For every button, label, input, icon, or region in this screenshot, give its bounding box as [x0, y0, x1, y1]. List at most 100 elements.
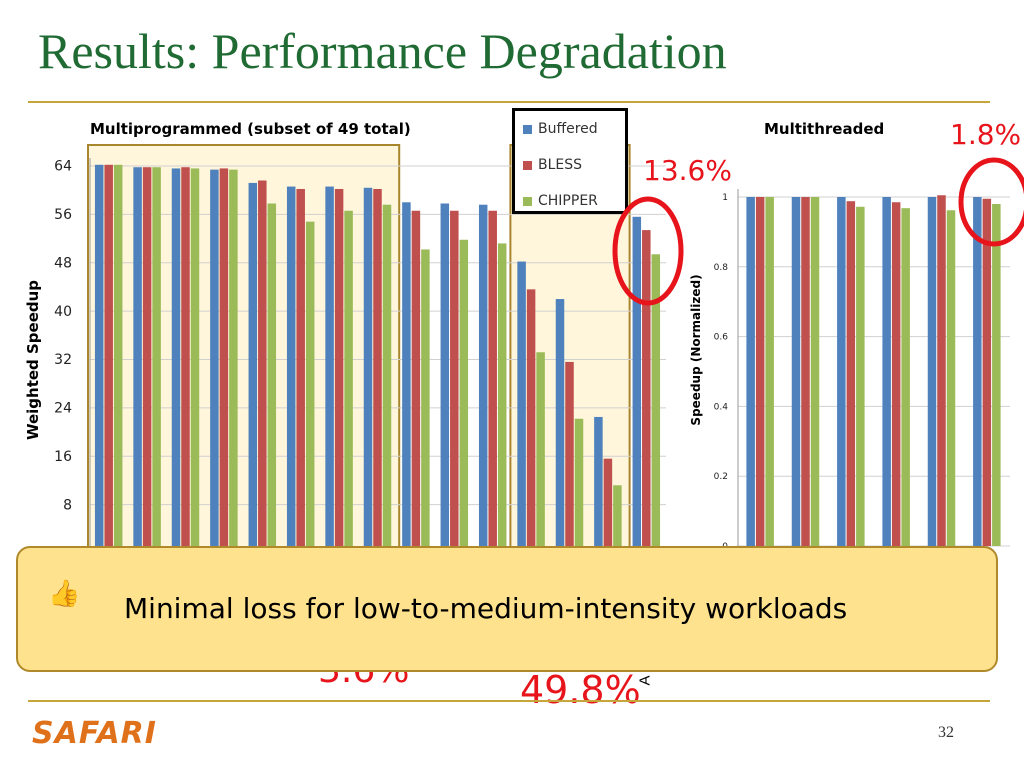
mt-bar-chipper-1 — [810, 197, 820, 546]
mp-bar-buffered-14 — [632, 216, 642, 553]
mt-bar-chipper-2 — [856, 206, 865, 546]
mp-bar-buffered-3 — [210, 169, 219, 554]
mp-bar-bless-1 — [142, 167, 152, 553]
mp-bar-bless-14 — [642, 230, 651, 554]
mp-bar-chipper-0 — [113, 164, 123, 553]
mp-bar-buffered-8 — [402, 202, 411, 553]
mp-bar-bless-5 — [296, 188, 305, 553]
mp-y-tick-label: 24 — [54, 401, 72, 417]
mp-bar-chipper-9 — [459, 239, 469, 553]
legend-label-chipper: CHIPPER — [538, 193, 598, 209]
mt-y-tick-label: 0.8 — [714, 263, 729, 273]
mp-bar-chipper-6 — [344, 210, 353, 553]
mp-bar-chipper-1 — [152, 167, 161, 553]
mt-bar-bless-0 — [755, 197, 765, 546]
mt-bar-buffered-5 — [973, 197, 982, 546]
mp-bar-buffered-5 — [286, 186, 296, 553]
mt-bar-chipper-3 — [901, 208, 910, 546]
mp-chart-title: Multiprogrammed (subset of 49 total) — [90, 120, 411, 138]
mp-bar-chipper-5 — [305, 221, 315, 553]
mt-bar-buffered-0 — [746, 197, 755, 546]
mp-y-tick-label: 8 — [63, 497, 72, 513]
legend-item-chipper: CHIPPER — [523, 191, 598, 211]
mt-bar-buffered-4 — [927, 197, 937, 546]
high-intensity-percent: 49.8% — [520, 668, 641, 712]
legend-swatch-bless — [523, 160, 532, 170]
mp-bar-buffered-6 — [325, 186, 334, 553]
mp-bar-buffered-2 — [171, 168, 181, 553]
mt-y-tick-label: 0.4 — [714, 402, 729, 412]
mt-bar-chipper-4 — [946, 210, 956, 546]
mp-bar-chipper-7 — [382, 204, 392, 553]
mp-bar-bless-0 — [104, 164, 113, 553]
mp-bar-bless-2 — [181, 167, 190, 553]
mp-bar-chipper-13 — [613, 485, 622, 553]
mt-bar-bless-3 — [891, 202, 901, 547]
mt-bar-bless-1 — [801, 197, 810, 546]
mt-bar-bless-2 — [846, 201, 856, 547]
chart-legend: Buffered BLESS CHIPPER — [512, 108, 628, 214]
mp-y-tick-label: 40 — [54, 304, 72, 320]
mt-y-tick-label: 0.6 — [714, 333, 729, 343]
mp-y-tick-label: 64 — [54, 159, 72, 175]
mp-bar-buffered-4 — [248, 182, 258, 553]
mt-circle — [958, 157, 1024, 247]
mp-bar-bless-6 — [334, 188, 344, 553]
title-divider — [28, 101, 990, 103]
mp-bar-bless-3 — [219, 168, 229, 553]
mp-y-axis-label: Weighted Speedup — [24, 280, 42, 440]
footer-divider — [28, 700, 990, 702]
mt-bar-chipper-5 — [992, 203, 1001, 547]
mp-bar-buffered-9 — [440, 203, 450, 553]
mp-bar-buffered-7 — [363, 187, 373, 554]
thumbs-up-icon: 👍 — [48, 578, 81, 608]
mp-average-percent: 13.6% — [643, 154, 732, 187]
mt-y-tick-label: 1 — [722, 193, 728, 203]
legend-swatch-buffered — [523, 124, 532, 134]
slide-title: Results: Performance Degradation — [38, 23, 727, 79]
mp-bar-chipper-2 — [190, 168, 200, 553]
mp-bar-bless-7 — [373, 188, 382, 553]
mt-bar-bless-4 — [937, 195, 946, 546]
mp-bar-bless-11 — [526, 289, 536, 553]
mt-bar-bless-5 — [982, 198, 992, 546]
mp-bar-bless-4 — [258, 180, 267, 553]
mp-bar-chipper-14 — [651, 254, 661, 554]
mp-bar-buffered-11 — [517, 261, 526, 553]
mp-bar-chipper-11 — [536, 352, 545, 553]
mt-bar-chipper-0 — [765, 197, 774, 546]
mp-bar-chipper-12 — [574, 418, 584, 553]
mp-bar-chipper-3 — [229, 169, 238, 554]
mp-bar-bless-9 — [450, 210, 459, 553]
mp-bar-buffered-1 — [133, 167, 142, 553]
mp-bar-buffered-12 — [555, 299, 565, 553]
mp-bar-bless-12 — [565, 361, 574, 553]
mp-bar-buffered-13 — [594, 416, 603, 553]
legend-item-buffered: Buffered — [523, 119, 598, 139]
page-number: 32 — [938, 724, 954, 741]
mp-bar-buffered-0 — [94, 164, 104, 553]
cropped-axis-label: A — [636, 675, 654, 686]
legend-label-buffered: Buffered — [538, 121, 598, 137]
mp-bar-chipper-4 — [267, 203, 277, 553]
mt-bar-buffered-1 — [791, 197, 801, 546]
mp-bar-bless-13 — [603, 458, 613, 553]
callout-text: Minimal loss for low-to-medium-intensity… — [124, 592, 848, 625]
mt-percent: 1.8% — [950, 118, 1022, 151]
mt-bar-buffered-3 — [882, 197, 891, 546]
legend-label-bless: BLESS — [538, 157, 583, 173]
mp-bar-chipper-10 — [497, 243, 507, 553]
legend-swatch-chipper — [523, 196, 532, 206]
legend-item-bless: BLESS — [523, 155, 582, 175]
mt-bar-buffered-2 — [837, 197, 846, 546]
mp-y-tick-label: 32 — [54, 352, 72, 368]
mp-y-tick-label: 48 — [54, 255, 72, 271]
mt-chart-title: Multithreaded — [764, 120, 885, 138]
mp-bar-bless-10 — [488, 210, 497, 553]
mp-y-tick-label: 56 — [54, 207, 72, 223]
mp-bar-buffered-10 — [478, 204, 488, 553]
mt-y-axis-label: Speedup (Normalized) — [689, 274, 703, 425]
